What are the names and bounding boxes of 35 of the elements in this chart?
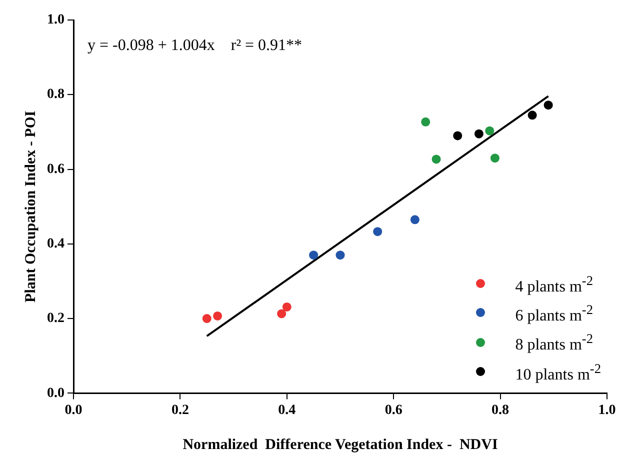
y-tick-label: 0.0: [47, 386, 64, 401]
point: [309, 250, 318, 260]
annotation: y = -0.098 + 1.004x r² = 0.91**: [88, 37, 302, 54]
point: [336, 250, 345, 260]
y-tick-label: 0.2: [47, 311, 64, 326]
y-tick-label: 0.6: [47, 162, 64, 177]
legend-label: 6 plants m$^{-2}$: [515, 301, 593, 326]
point: [410, 215, 420, 224]
point: [277, 309, 286, 318]
point: [544, 100, 553, 110]
x-tick-label: 0.4: [278, 403, 296, 418]
point: [490, 154, 500, 163]
point: [421, 117, 430, 126]
legend-label: 10 plants m$^{-2}$: [515, 360, 601, 385]
x-tick-label: 0.6: [384, 403, 402, 418]
legend-label: 8 plants m$^{-2}$: [515, 330, 593, 356]
x-tick-label: 0.8: [492, 403, 510, 418]
point: [373, 227, 382, 236]
y-axis-title: Plant Occupation Index - POI: [22, 110, 39, 302]
point: [282, 302, 292, 312]
point: [528, 110, 537, 120]
point: [213, 311, 222, 320]
point: [202, 314, 212, 324]
y-tick-label: 0.8: [47, 87, 64, 102]
y-tick-label: 0.4: [47, 236, 64, 252]
x-tick-label: 0.0: [64, 403, 82, 418]
x-tick-label: 1.0: [598, 403, 616, 418]
point: [485, 126, 494, 136]
legend-label: 4 plants m$^{-2}$: [515, 272, 593, 298]
point: [474, 129, 484, 138]
y-tick-label: 1.0: [47, 12, 64, 28]
point: [453, 131, 462, 140]
x-axis-title: Normalized Difference Vegetation Index - NDVI: [182, 436, 498, 453]
point: [432, 154, 441, 164]
x-tick-label: 0.2: [171, 403, 189, 418]
